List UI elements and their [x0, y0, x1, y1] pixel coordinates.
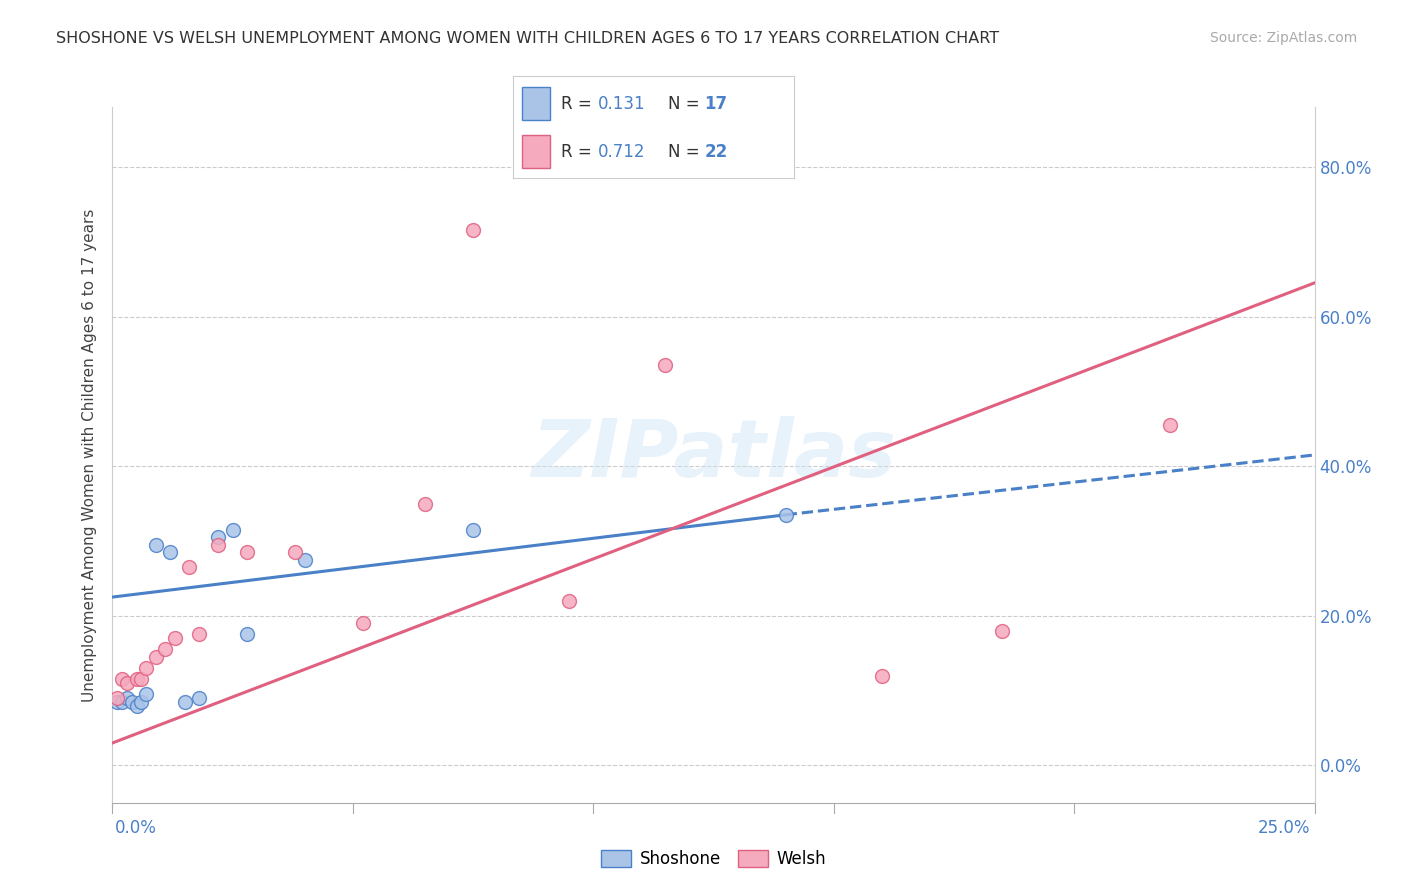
Text: Source: ZipAtlas.com: Source: ZipAtlas.com: [1209, 31, 1357, 45]
Text: 22: 22: [704, 143, 728, 161]
Point: [222, 523, 245, 537]
Bar: [522, 136, 550, 168]
Text: 25.0%: 25.0%: [1258, 819, 1310, 837]
Point: [145, 649, 167, 664]
Point: [155, 642, 177, 657]
Point: [125, 698, 148, 713]
Point: [105, 695, 128, 709]
Bar: [522, 87, 550, 120]
Point: [173, 695, 195, 709]
Point: [413, 497, 436, 511]
Point: [558, 594, 581, 608]
Point: [135, 661, 157, 675]
Text: 0.0%: 0.0%: [115, 819, 157, 837]
Point: [188, 627, 211, 641]
Text: 0.712: 0.712: [598, 143, 645, 161]
Y-axis label: Unemployment Among Women with Children Ages 6 to 17 years: Unemployment Among Women with Children A…: [82, 208, 97, 702]
Point: [1159, 417, 1181, 432]
Legend: Shoshone, Welsh: Shoshone, Welsh: [595, 843, 832, 874]
Text: 17: 17: [704, 95, 727, 112]
Point: [188, 691, 211, 706]
Point: [115, 691, 138, 706]
Point: [991, 624, 1014, 638]
Point: [236, 545, 259, 559]
Text: R =: R =: [561, 95, 598, 112]
Point: [111, 673, 134, 687]
Point: [207, 530, 229, 544]
Point: [125, 673, 148, 687]
Point: [775, 508, 797, 522]
Point: [115, 676, 138, 690]
Point: [135, 687, 157, 701]
Text: 0.131: 0.131: [598, 95, 645, 112]
Point: [461, 523, 484, 537]
Point: [461, 223, 484, 237]
Point: [870, 668, 893, 682]
Point: [159, 545, 181, 559]
Point: [111, 695, 134, 709]
Point: [163, 631, 186, 645]
Text: SHOSHONE VS WELSH UNEMPLOYMENT AMONG WOMEN WITH CHILDREN AGES 6 TO 17 YEARS CORR: SHOSHONE VS WELSH UNEMPLOYMENT AMONG WOM…: [56, 31, 1000, 46]
Point: [105, 691, 128, 706]
Point: [121, 695, 143, 709]
Point: [236, 627, 259, 641]
Text: N =: N =: [668, 95, 704, 112]
Point: [131, 673, 153, 687]
Point: [284, 545, 307, 559]
Text: N =: N =: [668, 143, 704, 161]
Point: [145, 538, 167, 552]
Point: [131, 695, 153, 709]
Point: [294, 552, 316, 566]
Point: [207, 538, 229, 552]
Point: [352, 616, 374, 631]
Text: R =: R =: [561, 143, 598, 161]
Point: [654, 358, 676, 372]
Point: [179, 560, 201, 574]
Text: ZIPatlas: ZIPatlas: [531, 416, 896, 494]
